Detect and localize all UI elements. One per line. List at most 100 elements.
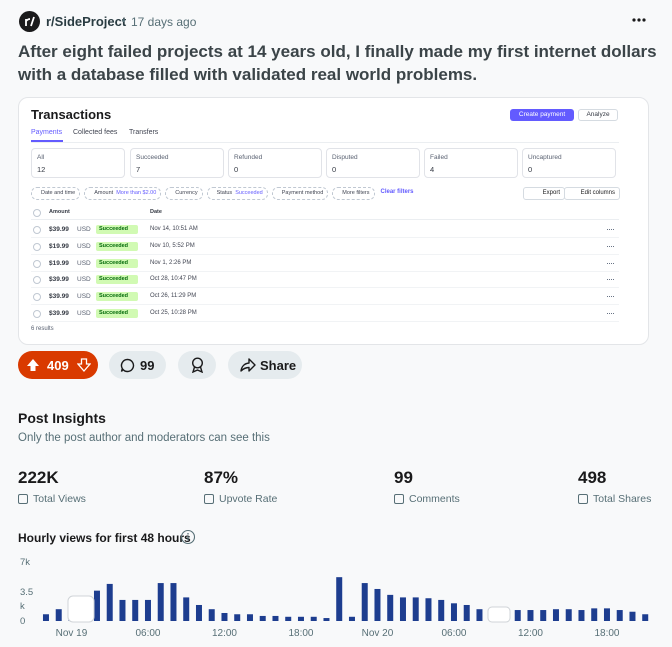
bar (55, 609, 62, 621)
bar (450, 603, 457, 621)
bar (425, 598, 432, 621)
award-button[interactable] (178, 351, 216, 379)
chart: Nov 19 06:00 12:00 18:00 Nov 20 06:00 12:00 18:… (42, 577, 649, 639)
bar (195, 604, 202, 621)
range-handle (67, 595, 95, 623)
bar (412, 597, 419, 621)
stat-box[interactable]: Succeeded 7 (130, 148, 224, 178)
analyze[interactable]: Analyze (578, 109, 618, 121)
status-badge: Succeeded (96, 292, 139, 302)
filter-label: Amount (94, 190, 114, 196)
row-line (31, 270, 619, 272)
row-check[interactable] (33, 310, 41, 318)
stat-value: 222K (18, 468, 59, 487)
create-payment[interactable]: Create payment (510, 109, 574, 121)
currency: USD (77, 310, 91, 317)
status-badge: Succeeded (96, 309, 139, 318)
filter-chip[interactable]: Currency (165, 187, 203, 200)
row-check[interactable] (33, 242, 41, 251)
filter-chip[interactable]: Status Succeeded (206, 187, 268, 200)
row-menu[interactable] (607, 245, 614, 248)
tab-underline (31, 140, 63, 142)
stat-value: 12 (37, 165, 46, 174)
info-icon[interactable] (180, 529, 196, 545)
bar (578, 610, 585, 621)
bar (336, 577, 343, 621)
stat-box[interactable]: Disputed 0 (326, 148, 420, 178)
bar (361, 583, 368, 621)
row-menu[interactable] (607, 279, 614, 281)
filter-chip[interactable]: Payment method (271, 187, 329, 200)
row-check[interactable] (33, 293, 41, 302)
currency: USD (77, 293, 91, 301)
row-check[interactable] (33, 276, 41, 285)
export[interactable]: Export (523, 187, 565, 200)
comments-button[interactable]: 99 (109, 351, 166, 379)
stat-box[interactable]: Refunded 0 (228, 148, 322, 178)
bar (616, 610, 623, 621)
tab[interactable]: Payments (31, 129, 63, 136)
header-line (31, 219, 619, 220)
row-line (31, 287, 619, 289)
bar (514, 610, 521, 621)
filter-value: Succeeded (235, 190, 263, 196)
post-title[interactable]: After eight failed projects at 14 years … (18, 42, 657, 84)
row-menu[interactable] (607, 296, 614, 298)
y-tick-label: 7k (20, 557, 31, 568)
subreddit[interactable]: r/SideProject (46, 14, 127, 29)
amount: $39.99 (49, 276, 69, 284)
stat-icon (578, 494, 588, 504)
bar (565, 609, 572, 621)
bar (93, 590, 100, 621)
share-button[interactable]: Share (228, 351, 302, 379)
currency: USD (77, 226, 91, 233)
date: Nov 1, 2:26 PM (150, 259, 192, 266)
post-age: 17 days ago (131, 15, 197, 29)
currency: USD (77, 259, 91, 267)
stat-value: 0 (528, 165, 533, 174)
bar (603, 608, 610, 621)
bar (106, 583, 113, 621)
currency: USD (77, 242, 91, 250)
status-badge: Succeeded (96, 241, 139, 251)
tab[interactable]: Collected fees (73, 129, 118, 136)
stat-box[interactable]: All 12 (31, 148, 125, 178)
bar (221, 612, 228, 621)
bar (463, 604, 470, 621)
bar (348, 616, 355, 621)
filter-chip[interactable]: Date and time (31, 187, 81, 200)
stat-box[interactable]: Failed 4 (424, 148, 518, 178)
row-menu[interactable] (607, 262, 614, 265)
row-menu[interactable] (607, 313, 614, 315)
subreddit-avatar (19, 11, 40, 32)
row-check[interactable] (33, 226, 41, 234)
stat-value: 87% (204, 468, 239, 487)
bar (246, 614, 253, 621)
upvote[interactable] (26, 358, 40, 372)
clear-filters[interactable]: Clear filters (380, 189, 414, 195)
bar (310, 616, 317, 621)
bar (144, 599, 151, 621)
menu[interactable] (632, 17, 646, 23)
edit-columns[interactable]: Edit columns (564, 187, 620, 200)
chart-title: Hourly views for first 48 hours (18, 531, 191, 545)
stat-icon (18, 494, 28, 504)
tab[interactable]: Transfers (129, 129, 159, 136)
downvote[interactable] (77, 358, 91, 372)
amount: $19.99 (49, 259, 69, 267)
y-tick-label: 3.5 k (20, 586, 34, 612)
row-check[interactable] (33, 259, 41, 268)
row-menu[interactable] (607, 229, 614, 231)
bar (170, 583, 177, 621)
filter-value: More than $2.00 (116, 190, 157, 196)
filter-chip[interactable]: More filters (332, 187, 375, 200)
comment-count: 99 (140, 358, 155, 373)
bar (259, 615, 266, 621)
bar (642, 614, 649, 621)
bar (132, 599, 139, 621)
row-line (31, 253, 619, 255)
status-badge: Succeeded (96, 258, 139, 268)
filter-chip[interactable]: Amount More than $2.00 (84, 187, 162, 200)
stat-label: Comments (409, 493, 460, 505)
stat-box[interactable]: Uncaptured 0 (522, 148, 616, 178)
